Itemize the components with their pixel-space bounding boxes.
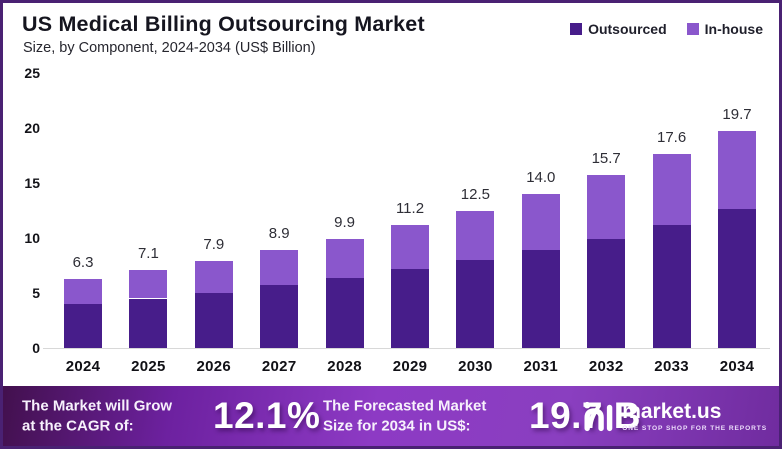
bar-total-label-2025: 7.1 [137, 244, 159, 262]
bar-total-label-2024: 6.3 [72, 253, 94, 271]
bar-total-label-2031: 14.0 [526, 169, 556, 186]
page-subtitle: Size, by Component, 2024-2034 (US$ Billi… [23, 40, 316, 56]
x-axis-line [43, 348, 770, 349]
forecast-label: The Forecasted Market Size for 2034 in U… [323, 397, 486, 436]
bar-in-house-2027 [260, 250, 299, 286]
bar-outsourced-2029 [391, 268, 429, 348]
x-axis-label-2032: 2032 [588, 358, 624, 375]
x-axis-label-2029: 2029 [392, 358, 428, 375]
bar-outsourced-2033 [652, 224, 691, 348]
cagr-value: 12.1% [213, 395, 321, 436]
page-title: US Medical Billing Outsourcing Market [22, 12, 425, 36]
x-axis-label-2027: 2027 [261, 358, 297, 375]
x-axis-label-2033: 2033 [654, 358, 689, 375]
bar-outsourced-2031 [521, 250, 560, 348]
brand-block: market.us ONE STOP SHOP FOR THE REPORTS [581, 399, 767, 433]
bar-total-label-2026: 7.9 [203, 236, 225, 254]
bar-outsourced-2028 [325, 277, 364, 348]
brand-tagline: ONE STOP SHOP FOR THE REPORTS [622, 424, 767, 432]
bar-in-house-2029 [391, 224, 429, 269]
bar-outsourced-2025 [129, 298, 168, 348]
y-axis-tick-5: 5 [32, 284, 40, 301]
y-axis-tick-10: 10 [24, 229, 40, 246]
bar-in-house-2034 [718, 131, 756, 210]
x-axis-label-2024: 2024 [65, 358, 101, 375]
y-axis-tick-20: 20 [24, 119, 40, 136]
bar-total-label-2027: 8.9 [268, 225, 290, 243]
bar-total-label-2029: 11.2 [395, 199, 425, 217]
bar-in-house-2033 [652, 154, 691, 225]
in-house-swatch-icon [686, 23, 699, 35]
legend-label-in-house: In-house [704, 21, 763, 37]
forecast-label-line1: The Forecasted Market [323, 397, 487, 415]
bar-total-label-2034: 19.7 [722, 106, 752, 124]
bar-in-house-2028 [325, 239, 364, 278]
bar-in-house-2031 [521, 194, 560, 251]
x-axis-label-2031: 2031 [523, 358, 559, 375]
x-axis-label-2030: 2030 [458, 358, 493, 375]
y-axis-tick-25: 25 [24, 64, 40, 81]
bar-total-label-2032: 15.7 [591, 150, 621, 168]
bar-total-label-2028: 9.9 [334, 214, 356, 232]
y-axis-tick-0: 0 [32, 339, 40, 356]
bar-in-house-2024 [64, 278, 102, 304]
bar-in-house-2032 [587, 175, 626, 240]
bar-outsourced-2024 [64, 304, 102, 348]
y-axis-tick-15: 15 [24, 174, 40, 191]
x-axis-label-2034: 2034 [719, 358, 755, 375]
bar-outsourced-2026 [194, 293, 233, 348]
x-axis-label-2025: 2025 [131, 358, 166, 375]
bar-in-house-2025 [129, 269, 168, 299]
bar-outsourced-2027 [260, 285, 299, 348]
bar-in-house-2026 [194, 261, 233, 293]
bar-outsourced-2034 [718, 209, 756, 348]
x-axis-label-2026: 2026 [196, 358, 232, 375]
cagr-label-line2: at the CAGR of: [22, 417, 134, 434]
footer-banner: The Market will Grow at the CAGR of: 12.… [3, 386, 779, 446]
forecast-label-line2: Size for 2034 in US$: [323, 417, 471, 434]
forecast-value: 19.7 B [529, 395, 642, 436]
chart-legend: Outsourced In-house [570, 21, 763, 37]
brand-name: market.us [622, 399, 722, 423]
bar-in-house-2030 [456, 210, 495, 260]
outsourced-swatch-icon [570, 23, 583, 35]
legend-label-outsourced: Outsourced [588, 21, 667, 37]
bar-total-label-2030: 12.5 [460, 185, 490, 203]
bar-outsourced-2030 [456, 260, 495, 348]
legend-item-in-house: In-house [686, 21, 763, 37]
cagr-label: The Market will Grow at the CAGR of: [22, 397, 172, 436]
legend-item-outsourced: Outsourced [570, 21, 667, 37]
bar-outsourced-2032 [587, 239, 626, 348]
bar-total-label-2033: 17.6 [656, 129, 687, 147]
x-axis-label-2028: 2028 [327, 358, 362, 375]
cagr-label-line1: The Market will Grow [22, 397, 173, 415]
market-us-logo-icon [584, 401, 613, 432]
